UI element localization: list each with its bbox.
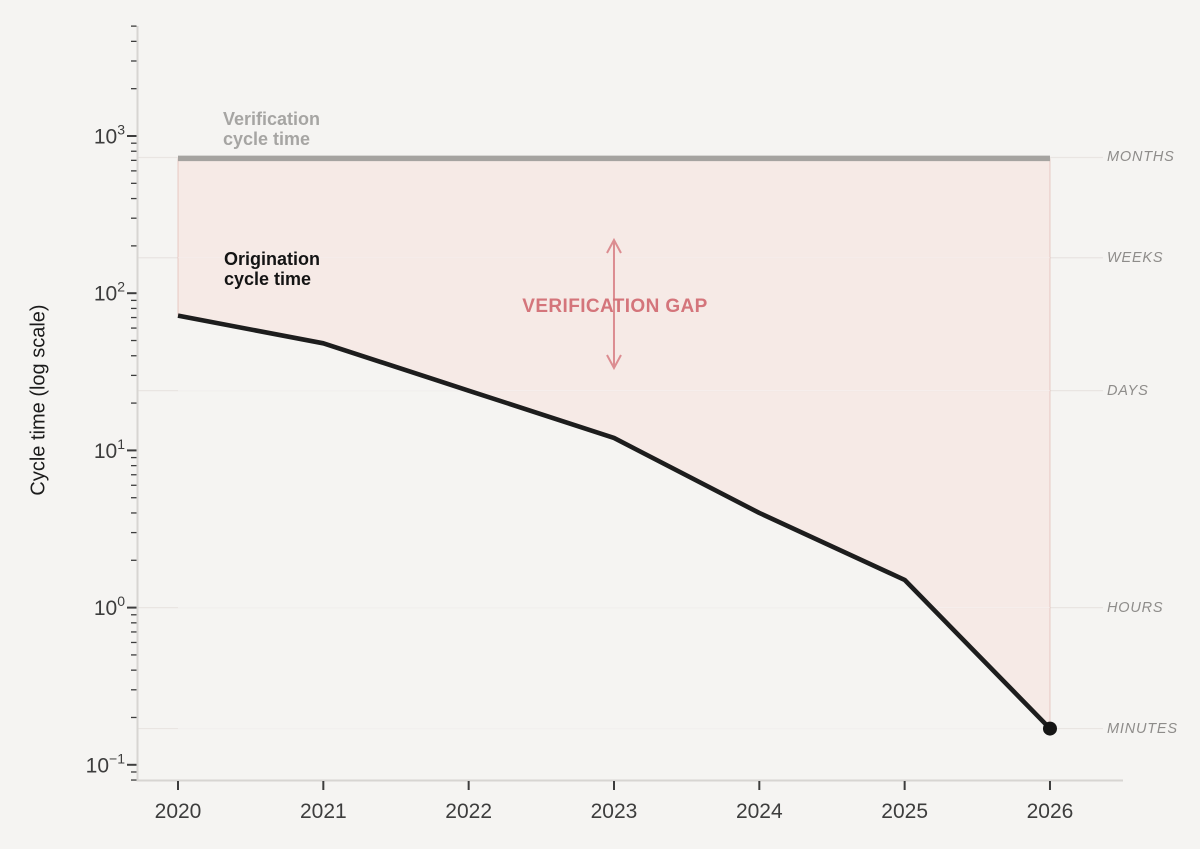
verification-series-label: Verification cycle time: [223, 109, 321, 149]
unit-label-hours: HOURS: [1107, 599, 1164, 616]
x-tick-label: 2025: [881, 800, 928, 823]
unit-label-weeks: WEEKS: [1107, 249, 1164, 266]
origination-end-marker: [1042, 721, 1057, 736]
y-tick-label: 100: [94, 593, 125, 620]
y-axis-ticks: 103 102 101 100 10−1: [86, 25, 137, 781]
x-tick-label: 2022: [445, 800, 492, 823]
y-tick-label: 10−1: [86, 750, 126, 777]
x-tick-label: 2023: [591, 800, 638, 823]
verification-gap-area: [177, 158, 1051, 729]
unit-label-days: DAYS: [1107, 382, 1149, 399]
x-tick-label: 2026: [1027, 800, 1074, 823]
verification-gap-arrow: [606, 237, 622, 371]
axes: [136, 26, 1123, 782]
unit-label-months: MONTHS: [1107, 149, 1175, 166]
x-tick-label: 2024: [736, 800, 783, 823]
y-tick-label: 103: [94, 122, 125, 149]
verification-gap-label: VERIFICATION GAP: [522, 296, 708, 317]
unit-label-minutes: MINUTES: [1107, 720, 1178, 737]
origination-line: [177, 313, 1057, 736]
x-axis-ticks: 2020 2021 2022 2023 2024 2025 2026: [155, 781, 1074, 823]
y-tick-label: 102: [94, 279, 125, 306]
x-tick-label: 2020: [155, 800, 202, 823]
x-tick-label: 2021: [300, 800, 347, 823]
y-tick-label: 101: [94, 436, 125, 463]
y-axis-title: Cycle time (log scale): [27, 304, 50, 496]
origination-series-label: Origination cycle time: [224, 249, 320, 289]
